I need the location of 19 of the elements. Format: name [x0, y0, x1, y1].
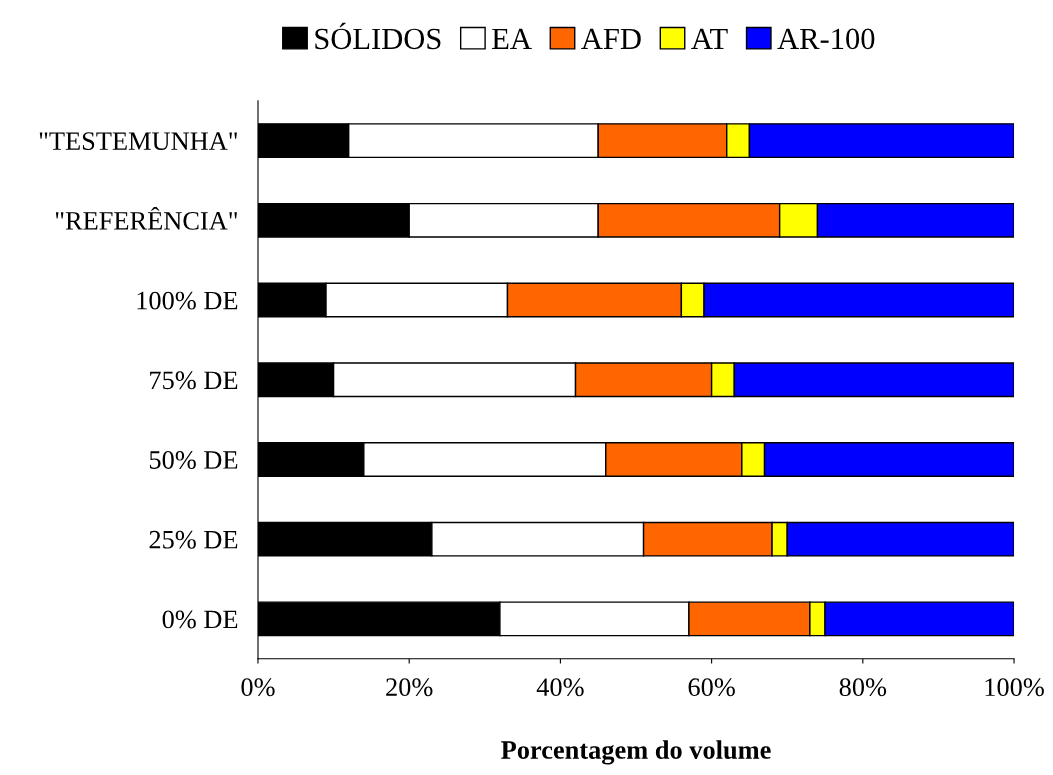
x-tick-label: 60%: [688, 678, 735, 697]
y-tick-label: 50% DE: [149, 451, 238, 469]
x-tick-label: 80%: [839, 678, 887, 697]
y-tick-label: 75% DE: [150, 371, 238, 390]
x-tick-label: 100%: [985, 678, 1044, 697]
x-tick-label: 0%: [241, 678, 275, 697]
y-tick-label: 25% DE: [149, 530, 238, 549]
y-tick-label: "TESTEMUNHA": [39, 132, 237, 151]
legend-label: AT: [691, 28, 728, 49]
y-tick-label: 0% DE: [162, 610, 238, 629]
legend-label: EA: [492, 28, 532, 49]
x-tick-label: 40%: [536, 678, 584, 697]
y-tick-label: 100% DE: [137, 291, 238, 310]
legend-label: AR-100: [777, 28, 875, 50]
x-tick-label: 20%: [386, 678, 433, 697]
y-tick-label: "REFERÊNCIA": [55, 206, 237, 230]
legend-label: SÓLIDOS: [315, 22, 441, 50]
x-axis-title: Porcentagem do volume: [501, 740, 771, 765]
legend-label: AFD: [581, 28, 641, 49]
